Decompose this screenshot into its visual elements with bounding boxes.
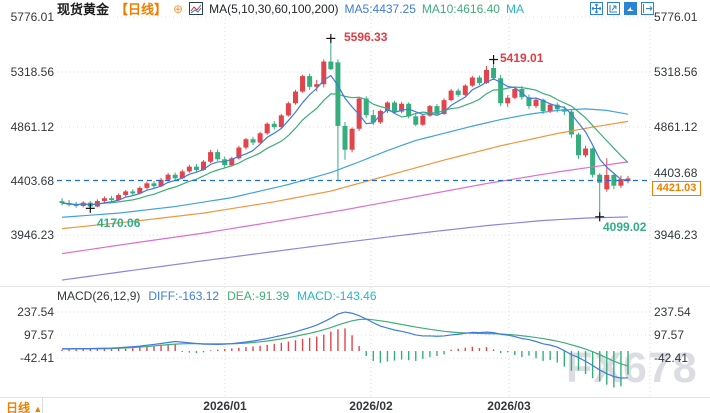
ma-settings-label[interactable]: MA(5,10,30,60,100,200) [209, 1, 339, 16]
macd-axis-label: 237.54 [654, 305, 691, 319]
timeframe-arrow-icon: ▲ [33, 404, 43, 413]
macd-axis-label: -42.41 [654, 351, 689, 365]
ma-line-ma100 [61, 161, 629, 255]
macd-axis-label: 237.54 [17, 305, 54, 319]
pan-tool-icon[interactable] [590, 2, 603, 15]
time-axis-bar [0, 397, 710, 413]
timeframe-selector[interactable]: 日线 ▲ [6, 399, 42, 413]
low-marker-label: 4170.06 [97, 216, 141, 230]
axis-scale-icon[interactable] [607, 2, 620, 15]
price-axis-label: 4403.68 [654, 166, 698, 180]
price-axis-label: 5318.56 [10, 65, 54, 79]
ma-line-ma200 [61, 216, 629, 281]
price-axis-label: 3946.23 [654, 228, 698, 242]
price-axis-label: 5776.01 [10, 10, 54, 24]
extreme-markers [85, 33, 605, 222]
price-axis-label: 5318.56 [654, 65, 698, 79]
ma-more-label: MA [505, 1, 524, 16]
last-price-badge: 4421.03 [652, 181, 701, 196]
macd-diff-line [62, 311, 629, 379]
macd-axis-label: 97.57 [654, 328, 685, 342]
pane-separator [0, 286, 710, 287]
mini-chart-icon[interactable] [189, 2, 204, 15]
macd-settings-label[interactable]: MACD(26,12,9) [57, 289, 141, 303]
macd-header: MACD(26,12,9) DIFF:-163.12 DEA:-91.39 MA… [57, 289, 377, 303]
exit-chart-icon[interactable] [641, 2, 654, 15]
macd-value-label: MACD:-143.46 [297, 289, 377, 303]
chart-toolbar [590, 2, 654, 15]
price-axis-label: 4403.68 [10, 174, 54, 188]
macd-dea-line [62, 318, 629, 367]
price-axis-label: 4861.12 [654, 120, 698, 134]
ma-line-ma10 [61, 86, 629, 206]
macd-axis-label: 97.57 [23, 328, 54, 342]
high-marker-label: 5419.01 [500, 51, 544, 65]
low-marker-label: 4099.02 [603, 220, 647, 234]
timeframe-label: 日线 [6, 401, 31, 413]
footer-divider [42, 398, 43, 413]
period-tag[interactable]: 【日线】 [115, 2, 168, 17]
chart-header: 现货黄金 【日线】 ⊕ MA(5,10,30,60,100,200) MA5:4… [57, 1, 524, 18]
macd-dea-label: DEA:-91.39 [227, 289, 290, 303]
candles-layer [59, 38, 631, 217]
ma-line-ma30 [61, 108, 629, 218]
watermark: FX678 [566, 344, 698, 392]
time-axis-label: 2026/03 [487, 399, 531, 413]
add-compare-icon[interactable]: ⊕ [173, 1, 184, 16]
symbol-name[interactable]: 现货黄金 [57, 2, 110, 17]
ma5-value-label: MA5:4437.25 [344, 1, 416, 16]
high-marker-label: 5596.33 [344, 30, 388, 44]
price-axis-label: 4861.12 [10, 120, 54, 134]
price-axis-label: 3946.23 [10, 228, 54, 242]
ma10-value-label: MA10:4616.40 [421, 1, 500, 16]
time-axis-label: 2026/01 [203, 399, 247, 413]
macd-diff-label: DIFF:-163.12 [148, 289, 220, 303]
ma-line-ma60 [61, 120, 629, 230]
macd-layer [61, 311, 629, 388]
ma-line-ma5 [61, 74, 629, 206]
time-axis-label: 2026/02 [349, 399, 393, 413]
macd-axis-label: -42.41 [19, 351, 54, 365]
price-axis-label: 5776.01 [654, 10, 698, 24]
gridlines [57, 15, 651, 397]
pointer-mode-icon[interactable] [624, 2, 637, 15]
